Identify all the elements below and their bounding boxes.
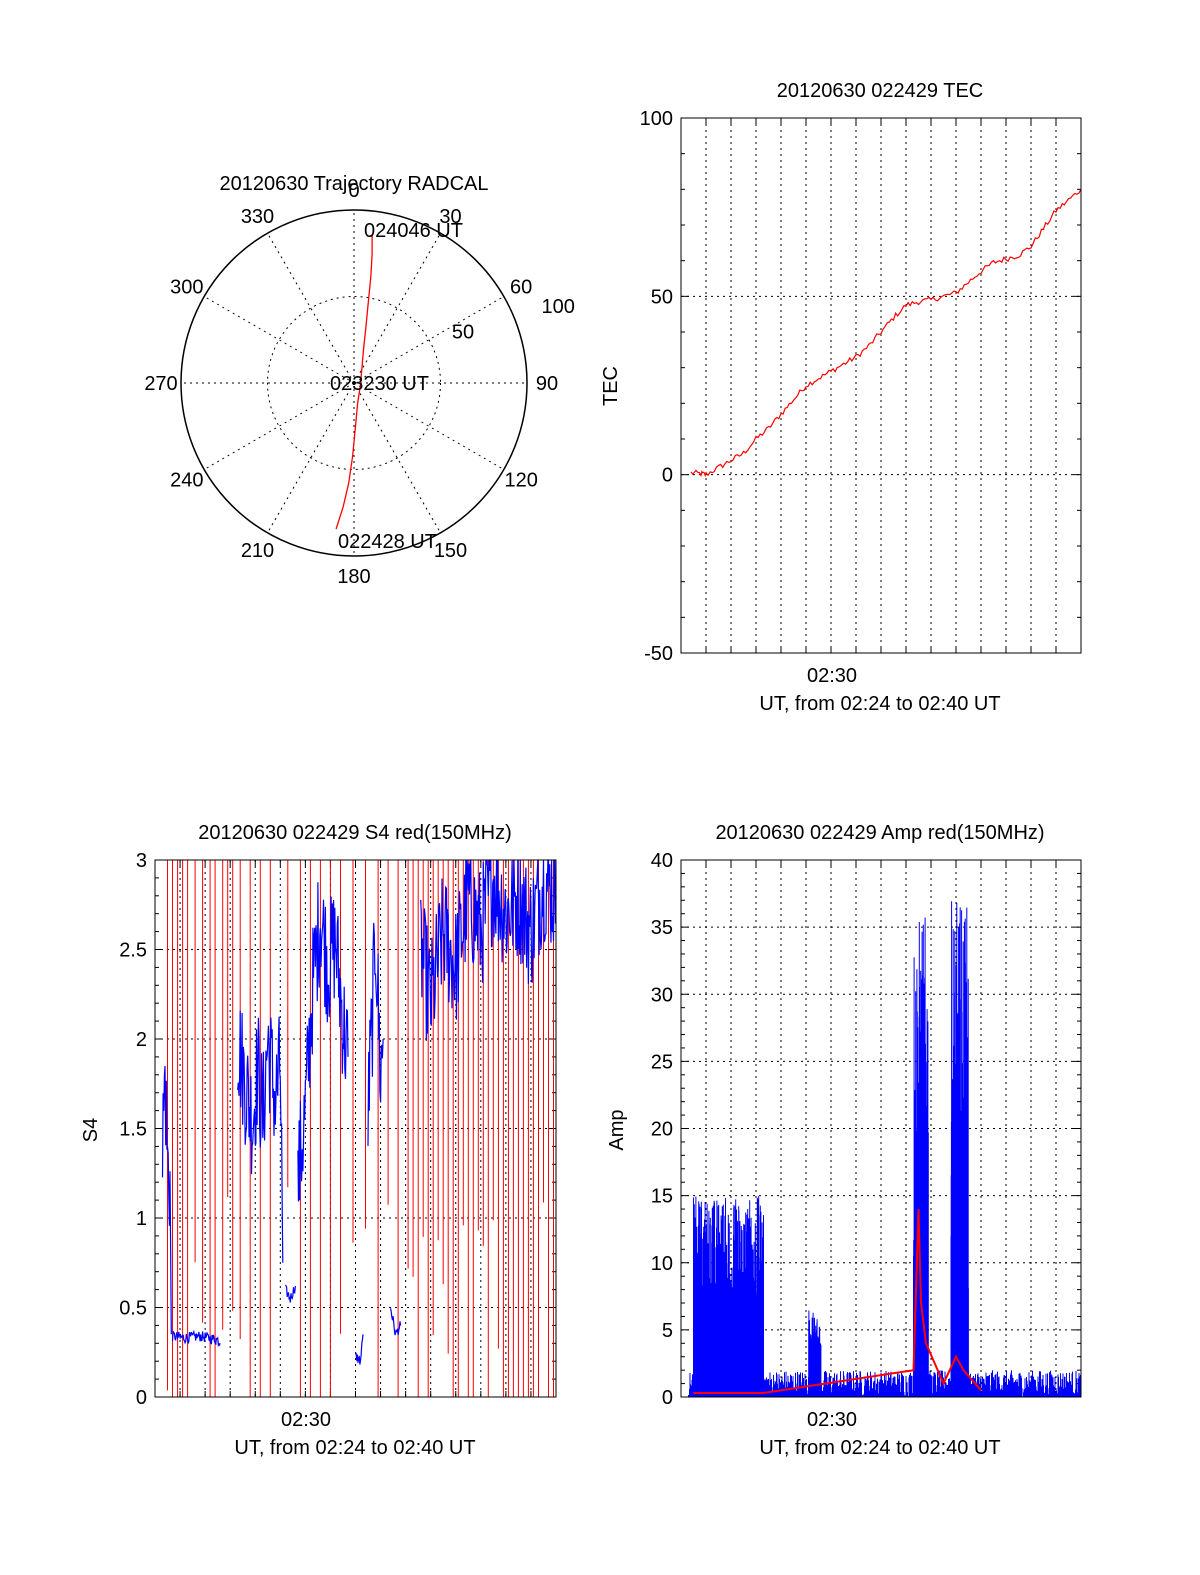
amp-series xyxy=(688,901,1081,1397)
s4-blue-line xyxy=(390,1308,402,1336)
y-tick-label: 30 xyxy=(651,984,673,1006)
y-tick-label: 1.5 xyxy=(119,1119,147,1141)
y-tick-label: 35 xyxy=(651,917,673,939)
trajectory-series xyxy=(335,235,373,530)
y-tick-label: 0 xyxy=(662,1387,673,1409)
s4-x-tick-label: 02:30 xyxy=(281,1409,331,1431)
tec-panel: 20120630 022429 TEC -50 0 50 100 02:30 UT, … xyxy=(600,80,1082,715)
s4-y-tick-labels: 0 0.5 1 1.5 2 2.5 3 xyxy=(119,850,147,1409)
trajectory-radial-ring xyxy=(267,296,441,470)
y-tick-label: 5 xyxy=(662,1320,673,1342)
y-tick-label: 10 xyxy=(651,1253,673,1275)
trajectory-azimuth-label: 300 xyxy=(170,277,203,299)
amp-x-axis-label: UT, from 02:24 to 02:40 UT xyxy=(759,1437,1000,1459)
tec-title: 20120630 022429 TEC xyxy=(777,80,983,102)
y-tick-label: 1 xyxy=(136,1208,147,1230)
trajectory-azimuth-label: 180 xyxy=(337,566,370,588)
trajectory-spoke xyxy=(353,232,441,384)
amp-y-tick-labels: 0 5 10 15 20 25 30 35 40 xyxy=(651,850,673,1409)
trajectory-spoke xyxy=(203,382,355,470)
trajectory-spoke xyxy=(267,382,355,534)
trajectory-end-label: 024046 UT xyxy=(364,220,463,242)
y-tick-label: 50 xyxy=(651,286,673,308)
tec-plot-frame xyxy=(680,117,1082,654)
trajectory-azimuth-label: 90 xyxy=(536,373,558,395)
tec-grid xyxy=(680,117,1082,654)
amp-red-line xyxy=(693,1208,982,1394)
s4-blue-line xyxy=(420,859,557,1041)
tec-line xyxy=(690,189,1082,478)
trajectory-mid-label: 023230 UT xyxy=(330,373,429,395)
s4-series xyxy=(161,859,557,1397)
y-tick-label: 2.5 xyxy=(119,940,147,962)
amp-title: 20120630 022429 Amp red(150MHz) xyxy=(715,822,1044,844)
amp-panel: 20120630 022429 Amp red(150MHz) 0 5 10 15 20… xyxy=(606,822,1082,1459)
y-tick-label: 25 xyxy=(651,1051,673,1073)
trajectory-line xyxy=(335,235,373,530)
y-tick-label: 0.5 xyxy=(119,1298,147,1320)
y-tick-label: 20 xyxy=(651,1119,673,1141)
amp-y-axis-label: Amp xyxy=(606,1109,628,1150)
y-tick-label: 2 xyxy=(136,1029,147,1051)
trajectory-azimuth-label: 270 xyxy=(144,373,177,395)
tec-y-axis-label: TEC xyxy=(600,366,622,406)
trajectory-azimuth-label: 60 xyxy=(510,277,532,299)
s4-y-axis-label: S4 xyxy=(80,1118,102,1142)
trajectory-azimuth-label: 30 xyxy=(439,206,461,228)
trajectory-start-label: 022428 UT xyxy=(338,531,437,553)
s4-title: 20120630 022429 S4 red(150MHz) xyxy=(198,822,512,844)
tec-y-tick-labels: -50 0 50 100 xyxy=(640,108,673,665)
trajectory-azimuth-label: 150 xyxy=(434,540,467,562)
s4-blue-line xyxy=(297,882,349,1202)
trajectory-spoke xyxy=(353,296,505,384)
trajectory-spoke xyxy=(267,232,355,384)
s4-blue-line xyxy=(237,1010,284,1263)
y-tick-label: -50 xyxy=(644,643,673,665)
y-tick-label: 40 xyxy=(651,850,673,872)
trajectory-azimuth-labels: 0 30 60 90 120 150 180 210 240 270 300 330 xyxy=(144,180,558,588)
amp-x-tick-label: 02:30 xyxy=(807,1409,857,1431)
trajectory-radial-labels: 50 100 xyxy=(452,296,575,343)
trajectory-title: 20120630 Trajectory RADCAL xyxy=(219,173,488,195)
trajectory-grid xyxy=(180,209,528,557)
s4-blue-line xyxy=(367,922,384,1146)
trajectory-spoke xyxy=(353,382,505,470)
trajectory-azimuth-label: 0 xyxy=(348,180,359,202)
trajectory-spoke xyxy=(353,382,441,534)
trajectory-azimuth-label: 330 xyxy=(241,206,274,228)
y-tick-label: 15 xyxy=(651,1186,673,1208)
trajectory-radial-label: 50 xyxy=(452,321,474,343)
trajectory-radial-label: 100 xyxy=(541,296,574,318)
y-tick-label: 3 xyxy=(136,850,147,872)
trajectory-panel: 20120630 Trajectory RADCAL 0 30 60 90 120 150… xyxy=(144,173,575,588)
tec-x-tick-label: 02:30 xyxy=(807,665,857,687)
y-tick-label: 0 xyxy=(136,1387,147,1409)
s4-x-axis-label: UT, from 02:24 to 02:40 UT xyxy=(234,1437,475,1459)
trajectory-azimuth-label: 210 xyxy=(241,540,274,562)
trajectory-azimuth-label: 240 xyxy=(170,470,203,492)
y-tick-label: 100 xyxy=(640,108,673,130)
trajectory-azimuth-label: 120 xyxy=(504,470,537,492)
amp-blue-burst xyxy=(950,901,969,1397)
s4-blue-line xyxy=(284,1284,296,1303)
s4-blue-line xyxy=(161,1065,172,1335)
tec-x-axis-label: UT, from 02:24 to 02:40 UT xyxy=(759,693,1000,715)
amp-blue-burst xyxy=(693,1196,764,1397)
trajectory-outer-circle xyxy=(180,209,528,557)
trajectory-spoke xyxy=(203,296,355,384)
s4-panel: 20120630 022429 S4 red(150MHz) 0 0.5 1 1.5 2… xyxy=(80,822,557,1459)
s4-blue-line xyxy=(171,1329,221,1348)
s4-blue-line xyxy=(354,1334,364,1365)
s4-plot-frame xyxy=(154,859,557,1398)
amp-plot-frame xyxy=(680,859,1082,1398)
tec-series xyxy=(690,189,1082,478)
y-tick-label: 0 xyxy=(662,465,673,487)
